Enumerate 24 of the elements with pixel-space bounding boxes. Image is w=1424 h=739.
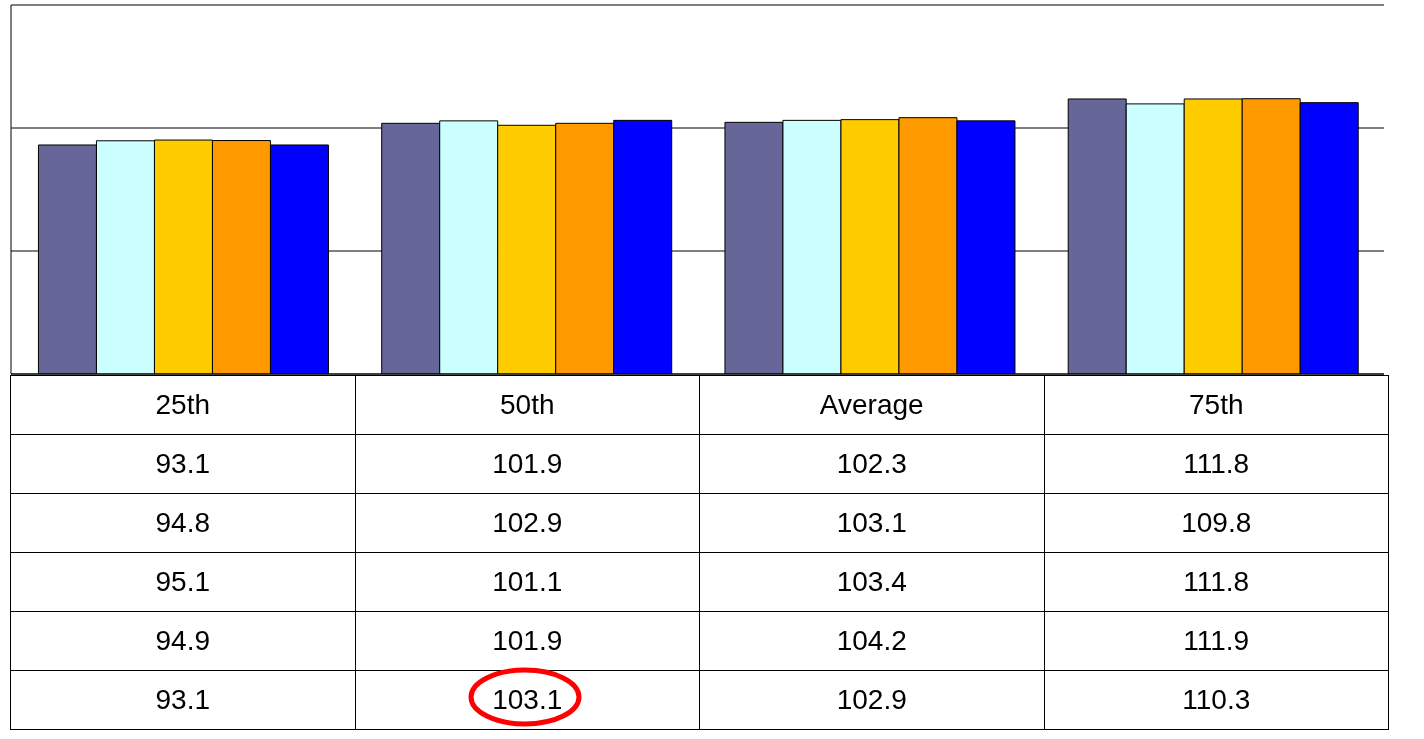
data-label: 101.9 — [355, 434, 700, 494]
data-label: 103.1 — [355, 670, 700, 730]
x-tick-label: 50th — [355, 375, 700, 435]
x-tick-label: 25th — [10, 375, 355, 435]
data-label: 103.1 — [699, 493, 1044, 553]
data-label: 109.8 — [1044, 493, 1389, 553]
data-label: 94.9 — [10, 611, 355, 671]
data-label: 111.9 — [1044, 611, 1389, 671]
data-label: 93.1 — [10, 434, 355, 494]
data-label: 103.4 — [699, 552, 1044, 612]
data-label: 111.8 — [1044, 552, 1389, 612]
data-label: 95.1 — [10, 552, 355, 612]
x-tick-label: Average — [699, 375, 1044, 435]
data-label: 101.1 — [355, 552, 700, 612]
data-label: 102.9 — [699, 670, 1044, 730]
data-label: 110.3 — [1044, 670, 1389, 730]
data-label: 104.2 — [699, 611, 1044, 671]
x-tick-label: 75th — [1044, 375, 1389, 435]
data-label: 102.3 — [699, 434, 1044, 494]
data-label: 94.8 — [10, 493, 355, 553]
data-label: 111.8 — [1044, 434, 1389, 494]
data-label: 101.9 — [355, 611, 700, 671]
data-label: 93.1 — [10, 670, 355, 730]
data-label: 102.9 — [355, 493, 700, 553]
